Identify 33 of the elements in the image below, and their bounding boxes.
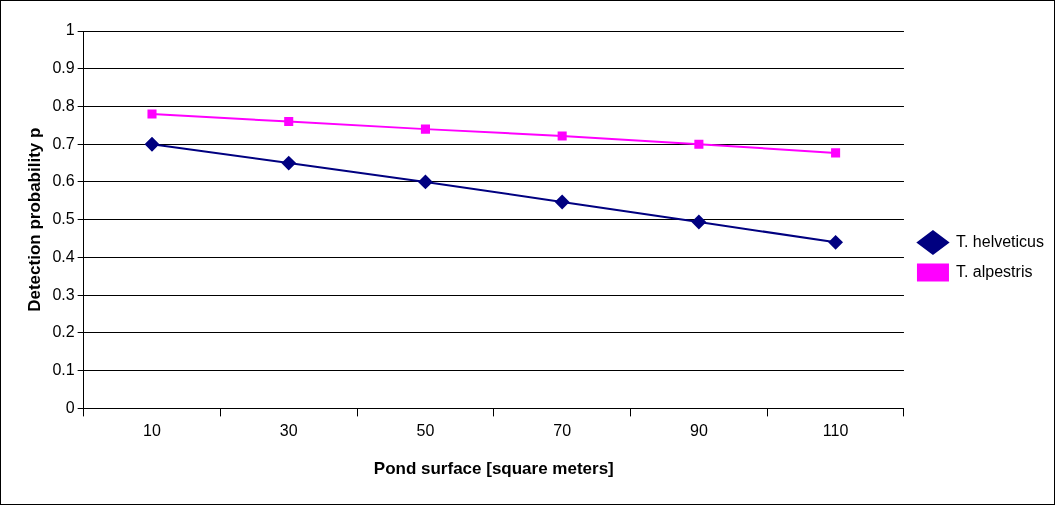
y-tick-label: 1 xyxy=(65,21,75,39)
point xyxy=(694,139,704,149)
x-tick-label: 30 xyxy=(279,422,298,440)
legend-label: T. alpestris xyxy=(955,262,1033,280)
point xyxy=(420,124,430,134)
x-tick-label: 110 xyxy=(822,422,849,440)
y-tick-label: 0.4 xyxy=(52,247,75,265)
point xyxy=(418,174,433,189)
y-tick-label: 0 xyxy=(65,398,75,416)
y-tick-label: 0.5 xyxy=(52,210,75,228)
y-tick-label: 0.9 xyxy=(52,59,75,77)
point xyxy=(828,235,843,250)
point xyxy=(281,156,296,171)
y-tick-label: 0.6 xyxy=(52,172,75,190)
point xyxy=(557,131,567,141)
point xyxy=(555,194,570,209)
point xyxy=(831,148,841,158)
y-axis-title: Detection probability p xyxy=(24,127,44,312)
x-tick-label: 50 xyxy=(416,422,435,440)
point xyxy=(691,214,706,229)
point xyxy=(145,137,159,152)
point xyxy=(147,109,157,119)
point xyxy=(284,117,294,127)
y-tick-label: 0.2 xyxy=(52,323,75,341)
y-tick-label: 0.3 xyxy=(52,285,75,303)
x-tick-label: 70 xyxy=(553,422,572,440)
y-tick-label: 0.7 xyxy=(52,134,75,152)
x-tick-label: 90 xyxy=(689,422,708,440)
y-tick-label: 0.8 xyxy=(52,96,75,114)
x-tick-label: 10 xyxy=(143,422,161,440)
x-axis-title: Pond surface [square meters] xyxy=(373,459,614,479)
y-tick-label: 0.1 xyxy=(52,361,75,379)
legend-label: T. helveticus xyxy=(955,232,1045,250)
